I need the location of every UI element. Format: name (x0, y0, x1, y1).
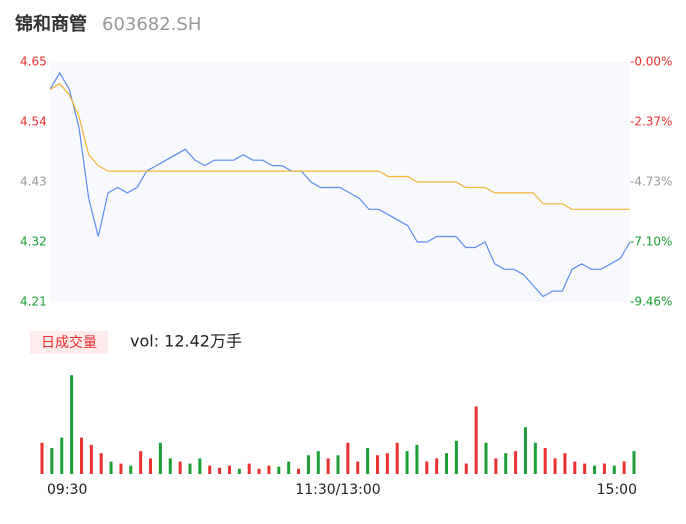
volume-bar (129, 465, 133, 474)
volume-bar (415, 444, 419, 474)
volume-bar (139, 451, 143, 474)
volume-bar (218, 467, 222, 474)
volume-bar (504, 453, 508, 474)
y2-tick-label: -9.46% (630, 295, 672, 309)
volume-bar (375, 455, 379, 474)
volume-bar (494, 458, 498, 474)
volume-bar (297, 468, 301, 474)
x-tick-label: 15:00 (597, 482, 637, 498)
y-tick-label: 4.54 (20, 115, 47, 129)
volume-label: 日成交量 (41, 334, 97, 351)
volume-bar (602, 463, 606, 474)
volume-bar (237, 468, 241, 474)
volume-bar (79, 437, 83, 474)
y2-tick-label: -7.10% (630, 235, 672, 249)
x-tick-label: 11:30/13:00 (295, 482, 380, 498)
volume-bar (632, 451, 636, 474)
y2-tick-label: -0.00% (630, 55, 672, 69)
volume-bar (514, 451, 518, 474)
volume-bar (553, 458, 557, 474)
volume-bar (405, 451, 409, 474)
volume-bar (50, 448, 54, 474)
x-tick-label: 09:30 (47, 482, 87, 498)
volume-bar (208, 465, 212, 474)
volume-bar (563, 453, 567, 474)
volume-bar (543, 448, 547, 474)
volume-bar (356, 461, 360, 474)
volume-bar (533, 442, 537, 474)
y-tick-label: 4.65 (20, 55, 47, 69)
volume-bar (523, 427, 527, 474)
volume-bar (227, 465, 231, 474)
volume-bar (267, 465, 271, 474)
volume-bar (464, 463, 468, 474)
volume-bar (89, 444, 93, 474)
y-tick-label: 4.32 (20, 235, 47, 249)
volume-bar (149, 458, 153, 474)
volume-bar (287, 461, 291, 474)
volume-bar (583, 463, 587, 474)
volume-bar (316, 451, 320, 474)
volume-bar (612, 465, 616, 474)
volume-bar (326, 458, 330, 474)
plot-background (50, 62, 630, 302)
volume-bar (484, 442, 488, 474)
volume-bar (178, 461, 182, 474)
volume-bar (168, 458, 172, 474)
volume-bar (158, 442, 162, 474)
volume-bar (277, 466, 281, 474)
y2-tick-label: -4.73% (630, 175, 672, 189)
volume-bar (60, 437, 64, 474)
volume-bar (573, 461, 577, 474)
volume-bar (395, 442, 399, 474)
price-line (49, 83, 630, 210)
volume-bar (435, 458, 439, 474)
volume-annotation: vol: 12.42万手 (130, 332, 242, 351)
volume-bar (257, 468, 261, 474)
volume-bar (306, 455, 310, 474)
volume-bar (70, 375, 74, 474)
volume-badge (30, 331, 108, 354)
volume-bar (119, 463, 123, 474)
volume-bar (99, 453, 103, 474)
volume-bar (247, 463, 251, 474)
volume-bar (188, 463, 192, 474)
volume-bar (40, 442, 44, 474)
y-tick-label: 4.21 (20, 295, 47, 309)
volume-bar (622, 461, 626, 474)
volume-bar (109, 461, 113, 474)
volume-bar (346, 442, 350, 474)
chart-subtitle: 603682.SH (102, 14, 201, 35)
volume-bar (474, 406, 478, 474)
volume-bar (425, 461, 429, 474)
volume-bar (445, 453, 449, 474)
volume-bar (385, 453, 389, 474)
y2-tick-label: -2.37% (630, 115, 672, 129)
volume-bar (366, 448, 370, 474)
y-tick-label: 4.43 (20, 175, 47, 189)
volume-bar (454, 440, 458, 474)
volume-bar (336, 455, 340, 474)
volume-bar (198, 458, 202, 474)
chart-title: 锦和商管 (15, 13, 87, 35)
volume-bar (593, 465, 597, 474)
